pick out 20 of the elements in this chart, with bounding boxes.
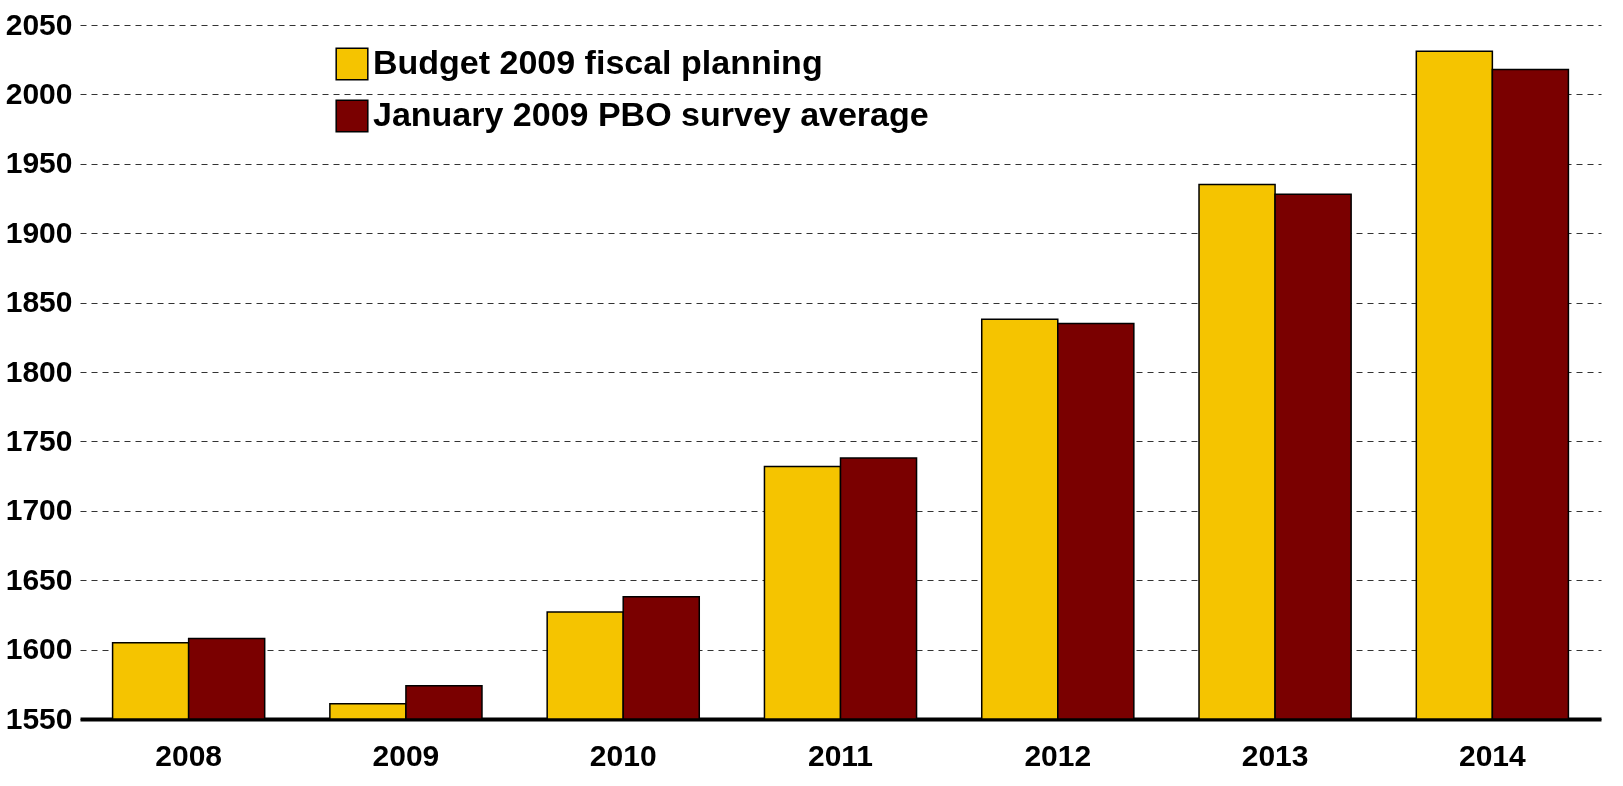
- x-tick-label: 2014: [1458, 738, 1527, 772]
- x-tick-label: 2010: [589, 738, 657, 772]
- x-tick-label: 2008: [155, 738, 223, 772]
- y-tick-label: 1950: [5, 146, 73, 180]
- y-tick-label: 1550: [5, 701, 73, 735]
- y-tick-label: 1700: [5, 493, 73, 527]
- x-tick-label: 2012: [1024, 738, 1092, 772]
- x-tick-label: 2013: [1241, 738, 1309, 772]
- x-tick-label: 2011: [807, 738, 874, 772]
- y-tick-label: 1650: [5, 562, 73, 596]
- x-tick-label: 2009: [372, 738, 440, 772]
- y-tick-label: 2050: [5, 7, 73, 41]
- legend-label: Budget 2009 fiscal planning: [373, 43, 823, 81]
- y-tick-label: 1800: [5, 354, 73, 388]
- y-tick-label: 1600: [5, 632, 73, 666]
- y-tick-label: 1900: [5, 215, 73, 249]
- y-tick-label: 1750: [5, 423, 73, 457]
- y-tick-label: 2000: [5, 76, 73, 110]
- legend-label: January 2009 PBO survey average: [373, 95, 929, 133]
- y-tick-label: 1850: [5, 285, 73, 319]
